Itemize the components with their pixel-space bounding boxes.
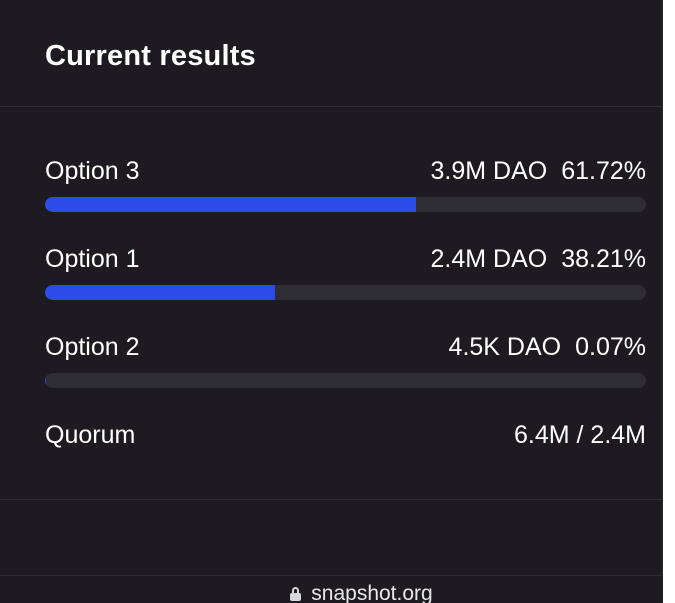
card-title: Current results xyxy=(45,40,256,72)
browser-url-bar[interactable]: snapshot.org xyxy=(0,575,663,603)
result-row: Option 3 3.9M DAO 61.72% xyxy=(45,153,646,189)
result-value: 4.5K DAO 0.07% xyxy=(449,333,646,362)
url-text[interactable]: snapshot.org xyxy=(311,582,433,603)
progress-bar-track xyxy=(45,373,646,388)
progress-bar-fill xyxy=(45,197,416,212)
result-amount: 2.4M DAO xyxy=(430,244,548,273)
progress-bar-track xyxy=(45,285,646,300)
result-label: Option 2 xyxy=(45,332,140,361)
progress-bar-track xyxy=(45,197,646,212)
result-label: Option 3 xyxy=(45,156,140,185)
progress-bar-fill xyxy=(45,285,275,300)
result-value: 2.4M DAO 38.21% xyxy=(431,245,647,274)
result-option-2: Option 2 4.5K DAO 0.07% xyxy=(45,329,646,417)
result-percent: 61.72% xyxy=(561,156,646,185)
result-option-1: Option 1 2.4M DAO 38.21% xyxy=(45,241,646,329)
quorum-row: Quorum 6.4M / 2.4M xyxy=(45,417,646,453)
result-amount: 3.9M DAO xyxy=(430,156,548,185)
url-display[interactable]: snapshot.org xyxy=(230,576,433,603)
result-row: Option 2 4.5K DAO 0.07% xyxy=(45,329,646,365)
card-header: Current results xyxy=(0,0,662,107)
lock-icon xyxy=(290,587,302,601)
quorum-value: 6.4M / 2.4M xyxy=(514,420,646,449)
result-amount: 4.5K DAO xyxy=(448,332,562,361)
result-label: Option 1 xyxy=(45,244,140,273)
results-list: Option 3 3.9M DAO 61.72% Option 1 2.4M D… xyxy=(45,153,646,453)
result-percent: 0.07% xyxy=(575,332,646,361)
result-value: 3.9M DAO 61.72% xyxy=(431,157,647,186)
card-divider xyxy=(0,499,663,500)
result-percent: 38.21% xyxy=(561,244,646,273)
result-option-3: Option 3 3.9M DAO 61.72% xyxy=(45,153,646,241)
results-card: Current results Option 3 3.9M DAO 61.72%… xyxy=(0,0,663,575)
result-row: Option 1 2.4M DAO 38.21% xyxy=(45,241,646,277)
quorum-label: Quorum xyxy=(45,420,136,449)
